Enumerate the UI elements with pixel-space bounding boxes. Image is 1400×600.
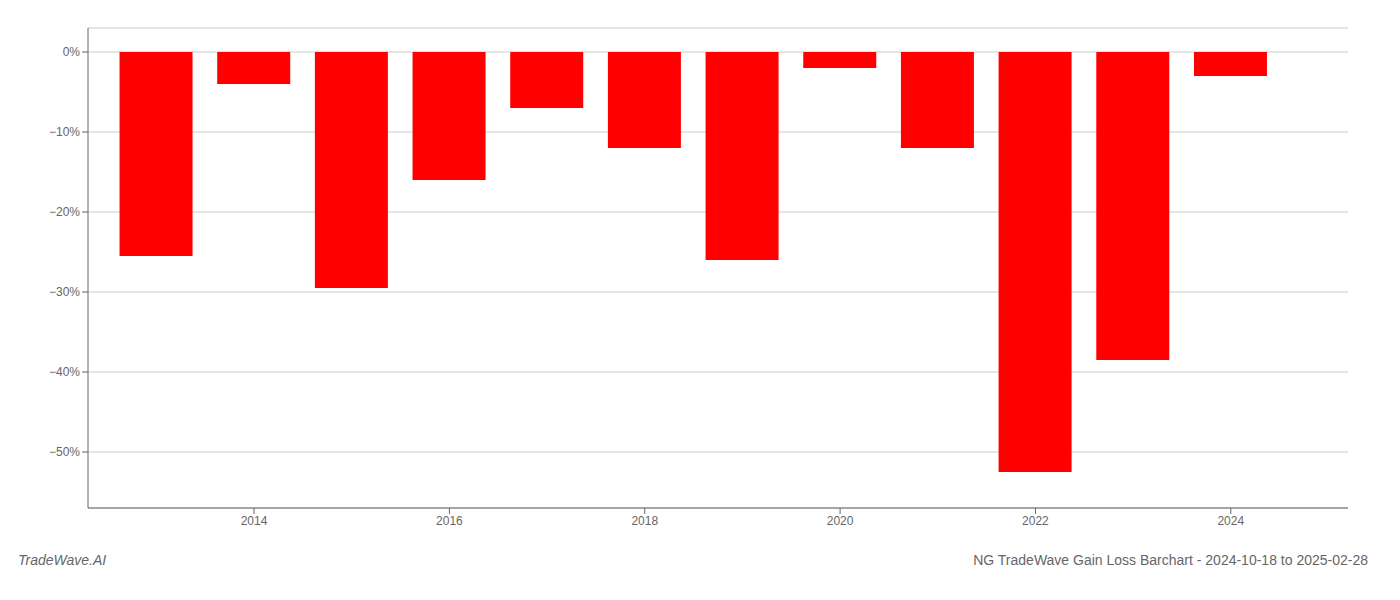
svg-text:2014: 2014 [241,514,268,528]
svg-text:2020: 2020 [827,514,854,528]
html-text:NG TradeWave Gain Loss Barchar: NG TradeWave Gain Loss Barchart - 2024-1… [973,552,1368,568]
html-text:TradeWave.AI: TradeWave.AI [18,552,107,568]
svg-text:−10%: −10% [49,125,80,139]
svg-text:2022: 2022 [1022,514,1049,528]
svg-text:−50%: −50% [49,445,80,459]
svg-text:−20%: −20% [49,205,80,219]
svg-text:2018: 2018 [631,514,658,528]
svg-text:−30%: −30% [49,285,80,299]
svg-text:2016: 2016 [436,514,463,528]
svg-text:0%: 0% [63,45,81,59]
svg-text:2024: 2024 [1217,514,1244,528]
svg-text:−40%: −40% [49,365,80,379]
